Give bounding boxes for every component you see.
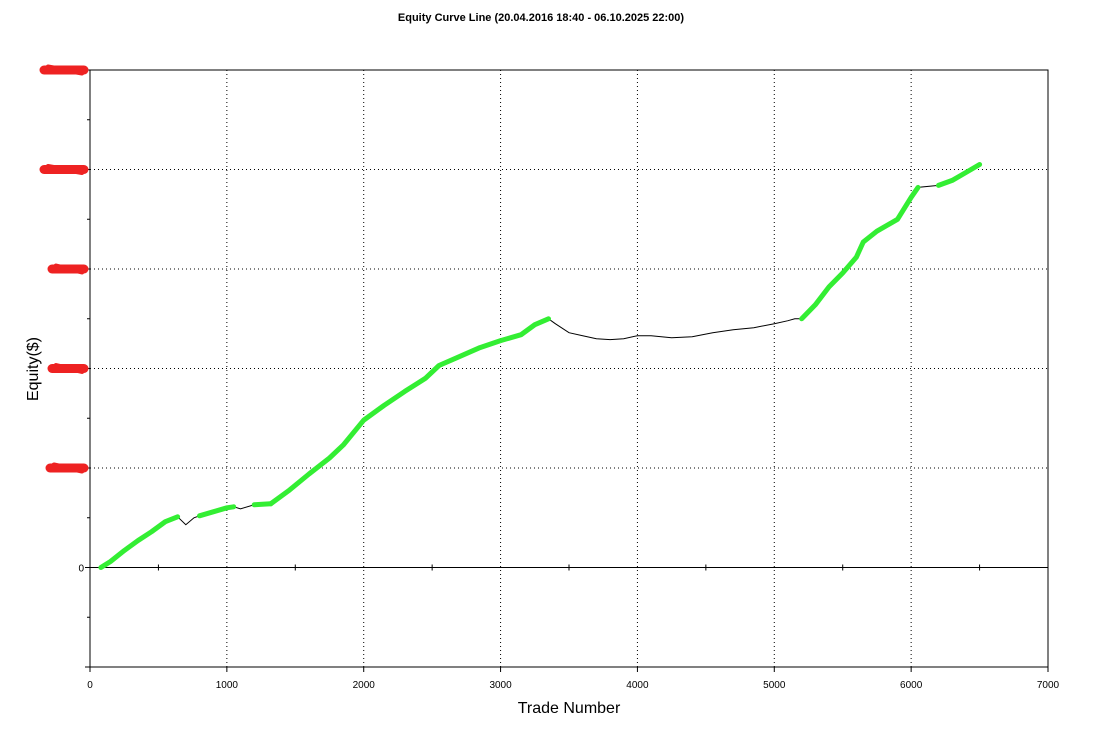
plot-area-border xyxy=(89,69,1049,668)
y-axis-label: Equity($) xyxy=(25,337,42,401)
x-tick-label: 4000 xyxy=(626,680,649,691)
tick-labels: 0 1000 2000 3000 4000 5000 6000 7000 0 xyxy=(78,564,1059,692)
redaction-mark xyxy=(51,462,85,474)
equity-series xyxy=(90,162,983,570)
x-tick-label: 7000 xyxy=(1037,680,1060,691)
new-high-segment xyxy=(936,162,983,188)
new-high-segment xyxy=(251,501,274,508)
new-high-segment xyxy=(197,504,237,519)
redaction-mark xyxy=(53,363,85,374)
y-tick-label: 0 xyxy=(78,564,84,575)
x-tick-label: 6000 xyxy=(900,680,923,691)
axis-ticks xyxy=(85,69,1049,672)
redaction-mark xyxy=(45,164,85,175)
x-axis-label: Trade Number xyxy=(518,700,621,717)
redaction-mark xyxy=(45,64,85,76)
grid-lines xyxy=(90,70,1048,667)
redaction-marks xyxy=(39,64,89,474)
x-tick-label: 1000 xyxy=(216,680,239,691)
x-tick-label: 0 xyxy=(87,680,93,691)
new-high-segment xyxy=(799,184,921,322)
new-high-segment xyxy=(98,514,181,570)
x-tick-label: 5000 xyxy=(763,680,786,691)
x-tick-label: 2000 xyxy=(353,680,376,691)
redaction-mark xyxy=(53,263,85,275)
x-tick-label: 3000 xyxy=(489,680,512,691)
new-high-segment xyxy=(268,316,551,507)
chart-title: Equity Curve Line (20.04.2016 18:40 - 06… xyxy=(398,12,684,24)
